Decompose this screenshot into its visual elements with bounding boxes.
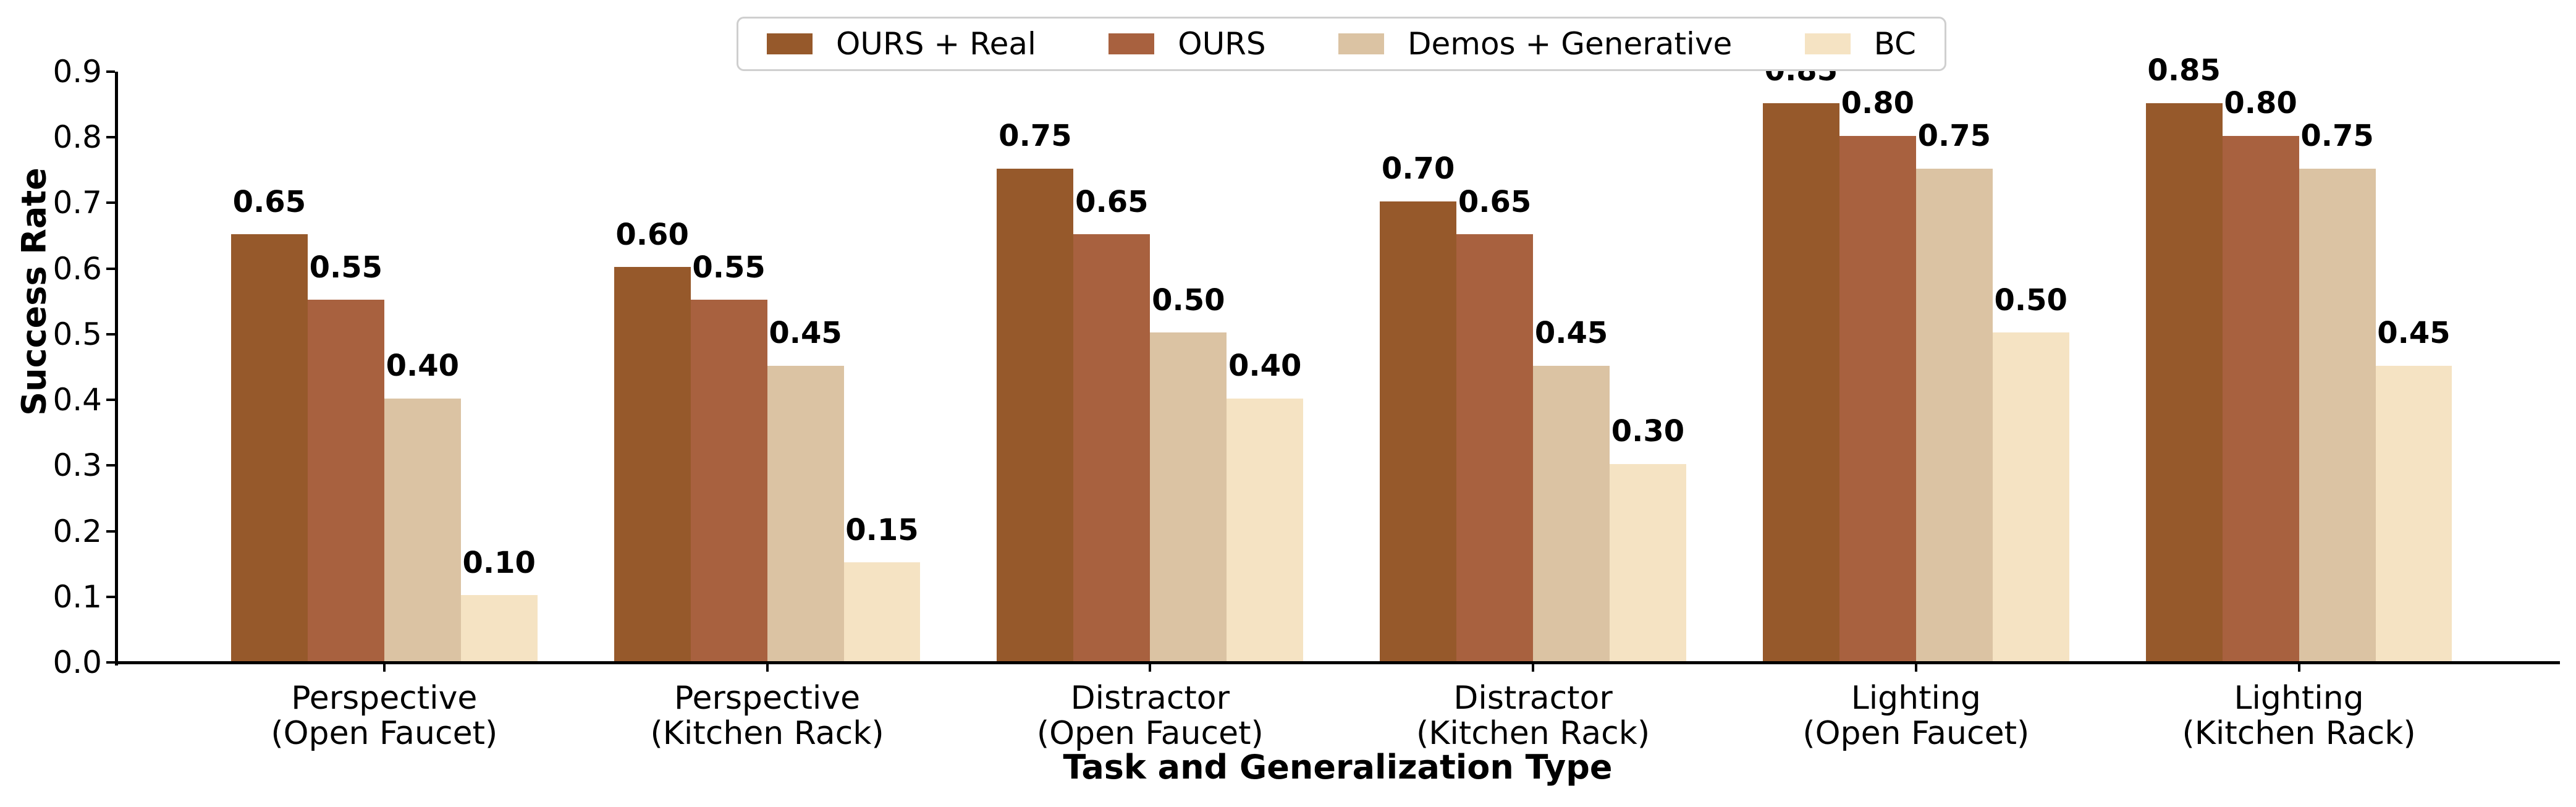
bar-bc [1992,332,2069,661]
y-tick-label: 0.5 [53,316,102,352]
bar-value-label: 0.45 [769,316,842,350]
y-tick-mark [106,201,115,205]
bar-value-label: 0.75 [1917,119,1991,154]
y-tick-mark [106,136,115,139]
bar-value-label: 0.80 [1841,86,1915,121]
bar-value-label: 0.15 [845,512,919,547]
x-tick-mark [1149,664,1152,672]
y-tick-label: 0.8 [53,119,102,156]
bar-ours-real [1762,103,1839,661]
bar-value-label: 0.40 [1228,349,1302,384]
bar-bc [460,595,538,661]
x-tick-label: Lighting (Kitchen Rack) [2182,680,2416,752]
y-tick-label: 0.3 [53,447,102,484]
legend-label: BC [1873,26,1916,62]
legend-label: OURS [1178,26,1266,62]
y-tick-mark [106,332,115,336]
bar-ours-real [997,168,1074,661]
y-axis-line [114,72,118,665]
bar-demos-generative [1915,168,1993,661]
bar-demos-generative [2299,168,2376,661]
bar-bc [1610,463,1686,661]
y-tick-label: 0.4 [53,382,102,418]
legend-label: Demos + Generative [1408,26,1733,62]
legend-swatch-icon [1804,33,1851,54]
bar-value-label: 0.65 [1458,184,1532,219]
bar-bc [843,562,921,661]
bar-bc [2375,365,2452,661]
y-tick-label: 0.0 [53,644,102,680]
bar-value-label: 0.40 [386,349,460,384]
x-tick-mark [1914,664,1917,672]
x-tick-mark [766,664,769,672]
bar-ours-real [230,234,308,661]
bar-demos-generative [1150,332,1227,661]
legend-item: OURS [1109,26,1266,62]
y-tick-mark [106,70,115,73]
bar-value-label: 0.75 [2300,119,2374,154]
y-tick-mark [106,464,115,467]
bar-value-label: 0.50 [1994,282,2067,318]
legend-swatch-icon [1338,33,1384,54]
legend-item: Demos + Generative [1338,28,1732,60]
plot-area: 0.0 0.1 0.2 0.3 0.4 0.5 0.6 0.7 0.8 0.9 Perspecti… [53,55,2560,751]
y-tick-mark [106,530,115,533]
bar-value-label: 0.70 [1381,151,1455,187]
y-tick-label: 0.2 [53,513,102,549]
y-tick-mark [106,267,115,270]
bar-ours [1456,234,1534,661]
bar-ours [1839,135,1916,661]
bar-ours [690,300,767,661]
x-tick-label: Perspective (Kitchen Rack) [650,680,884,752]
legend-item: BC [1804,26,1916,62]
bar-value-label: 0.30 [1611,414,1685,449]
bar-value-label: 0.55 [309,250,383,285]
legend-label: OURS + Real [836,26,1036,62]
x-axis-title: Task and Generalization Type [1063,748,1613,787]
x-tick-mark [382,664,386,672]
bar-value-label: 0.80 [2224,86,2297,121]
y-tick-label: 0.1 [53,578,102,615]
x-tick-label: Distractor (Open Faucet) [1036,680,1264,752]
y-tick-mark [106,399,115,402]
bar-value-label: 0.55 [692,250,766,285]
x-tick-label: Lighting (Open Faucet) [1802,680,2030,752]
bar-ours-real [614,267,691,661]
x-tick-label: Perspective (Open Faucet) [271,680,498,752]
bar-ours-real [1380,201,1457,661]
bar-value-label: 0.45 [1534,316,1608,350]
bar-value-label: 0.75 [999,119,1072,154]
legend-swatch-icon [1109,33,1155,54]
bar-ours [2222,135,2299,661]
bar-value-label: 0.45 [2377,316,2451,350]
bar-demos-generative [384,398,461,661]
y-tick-label: 0.6 [53,250,102,287]
bar-value-label: 0.50 [1152,282,1225,318]
bar-demos-generative [767,365,844,661]
bar-ours-real [2145,103,2223,661]
y-tick-label: 0.9 [53,54,102,90]
legend-item: OURS + Real [767,28,1036,60]
bar-value-label: 0.85 [2147,53,2221,88]
y-tick-mark [106,661,115,664]
bar-bc [1227,398,1304,661]
bar-value-label: 0.65 [232,184,306,219]
x-axis-line [114,661,2560,664]
bar-demos-generative [1533,365,1610,661]
bar-ours [1073,234,1151,661]
bar-ours [307,300,384,661]
x-tick-mark [2297,664,2300,672]
x-tick-mark [1532,664,1535,672]
x-tick-label: Distractor (Kitchen Rack) [1416,680,1650,752]
y-tick-mark [106,595,115,598]
bar-value-label: 0.60 [615,217,689,252]
legend: OURS + Real OURS Demos + Generative BC [737,17,1946,71]
y-tick-label: 0.7 [53,185,102,221]
legend-swatch-icon [767,33,813,54]
bar-value-label: 0.65 [1075,184,1149,219]
bar-value-label: 0.10 [462,545,536,580]
